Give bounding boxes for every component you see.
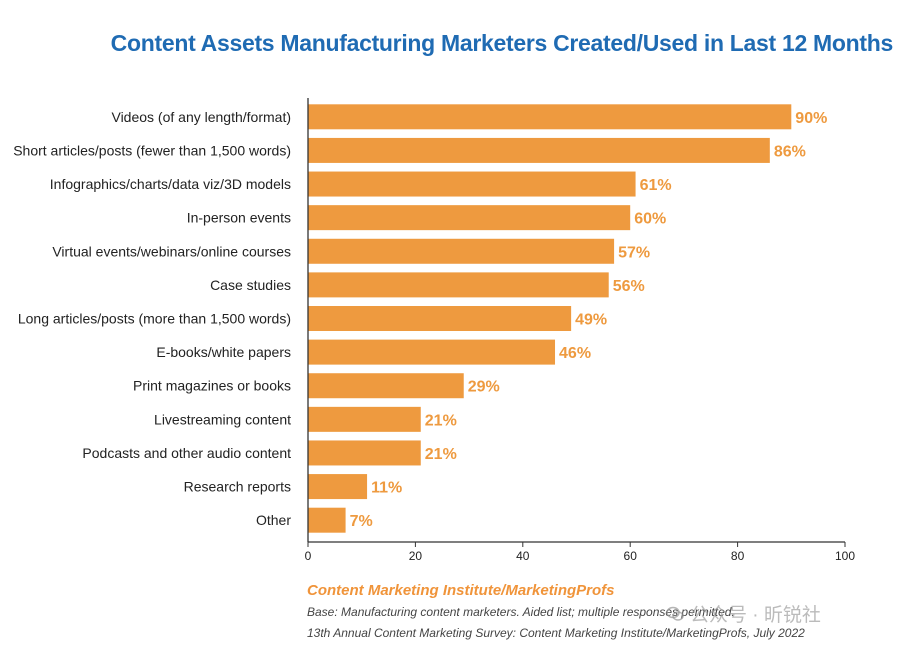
bar bbox=[308, 205, 631, 231]
x-tick-label: 0 bbox=[305, 549, 312, 563]
bar bbox=[308, 104, 792, 130]
x-tick-label: 40 bbox=[516, 549, 530, 563]
bar bbox=[308, 440, 421, 466]
category-label: Short articles/posts (fewer than 1,500 w… bbox=[13, 142, 291, 158]
base-note: Base: Manufacturing content marketers. A… bbox=[307, 605, 735, 619]
watermark: 公众号 · 昕锐社 bbox=[666, 600, 821, 627]
value-label: 11% bbox=[371, 480, 402, 497]
value-label: 21% bbox=[425, 412, 457, 429]
category-label: Podcasts and other audio content bbox=[82, 445, 291, 461]
chart-title: Content Assets Manufacturing Marketers C… bbox=[110, 30, 894, 56]
bar bbox=[308, 339, 556, 365]
value-label: 60% bbox=[634, 211, 666, 228]
category-label: Virtual events/webinars/online courses bbox=[52, 243, 291, 259]
bar bbox=[308, 306, 572, 331]
x-tick-label: 100 bbox=[835, 549, 855, 563]
bar bbox=[308, 507, 346, 533]
bar bbox=[308, 137, 770, 163]
value-label: 61% bbox=[640, 177, 672, 194]
category-label: Print magazines or books bbox=[133, 378, 291, 394]
value-label: 46% bbox=[559, 345, 591, 362]
wechat-icon bbox=[666, 606, 684, 621]
bar bbox=[308, 406, 421, 432]
watermark-text: 公众号 · 昕锐社 bbox=[690, 605, 821, 626]
bar bbox=[308, 238, 615, 264]
category-label: Case studies bbox=[210, 277, 291, 293]
category-label: E-books/white papers bbox=[156, 344, 291, 360]
category-label: Long articles/posts (more than 1,500 wor… bbox=[18, 311, 291, 327]
bar bbox=[308, 474, 368, 500]
value-label: 90% bbox=[795, 110, 827, 127]
bar bbox=[308, 171, 636, 197]
category-label: In-person events bbox=[187, 210, 291, 226]
source-text: Content Marketing Institute/MarketingPro… bbox=[307, 582, 615, 599]
bar bbox=[308, 272, 609, 298]
value-label: 7% bbox=[350, 513, 373, 530]
category-label: Infographics/charts/data viz/3D models bbox=[50, 176, 291, 192]
category-label: Livestreaming content bbox=[154, 411, 291, 427]
x-tick-label: 60 bbox=[624, 549, 638, 563]
value-label: 49% bbox=[575, 312, 607, 329]
x-tick-label: 20 bbox=[409, 549, 423, 563]
value-label: 21% bbox=[425, 446, 457, 463]
category-label: Other bbox=[256, 512, 291, 528]
x-tick-label: 80 bbox=[731, 549, 745, 563]
value-label: 56% bbox=[613, 278, 645, 295]
value-label: 57% bbox=[618, 244, 650, 261]
bar bbox=[308, 373, 464, 399]
value-label: 29% bbox=[468, 379, 500, 396]
category-label: Research reports bbox=[184, 479, 291, 495]
survey-note: 13th Annual Content Marketing Survey: Co… bbox=[307, 626, 805, 640]
category-label: Videos (of any length/format) bbox=[111, 109, 291, 125]
value-label: 86% bbox=[774, 143, 806, 160]
